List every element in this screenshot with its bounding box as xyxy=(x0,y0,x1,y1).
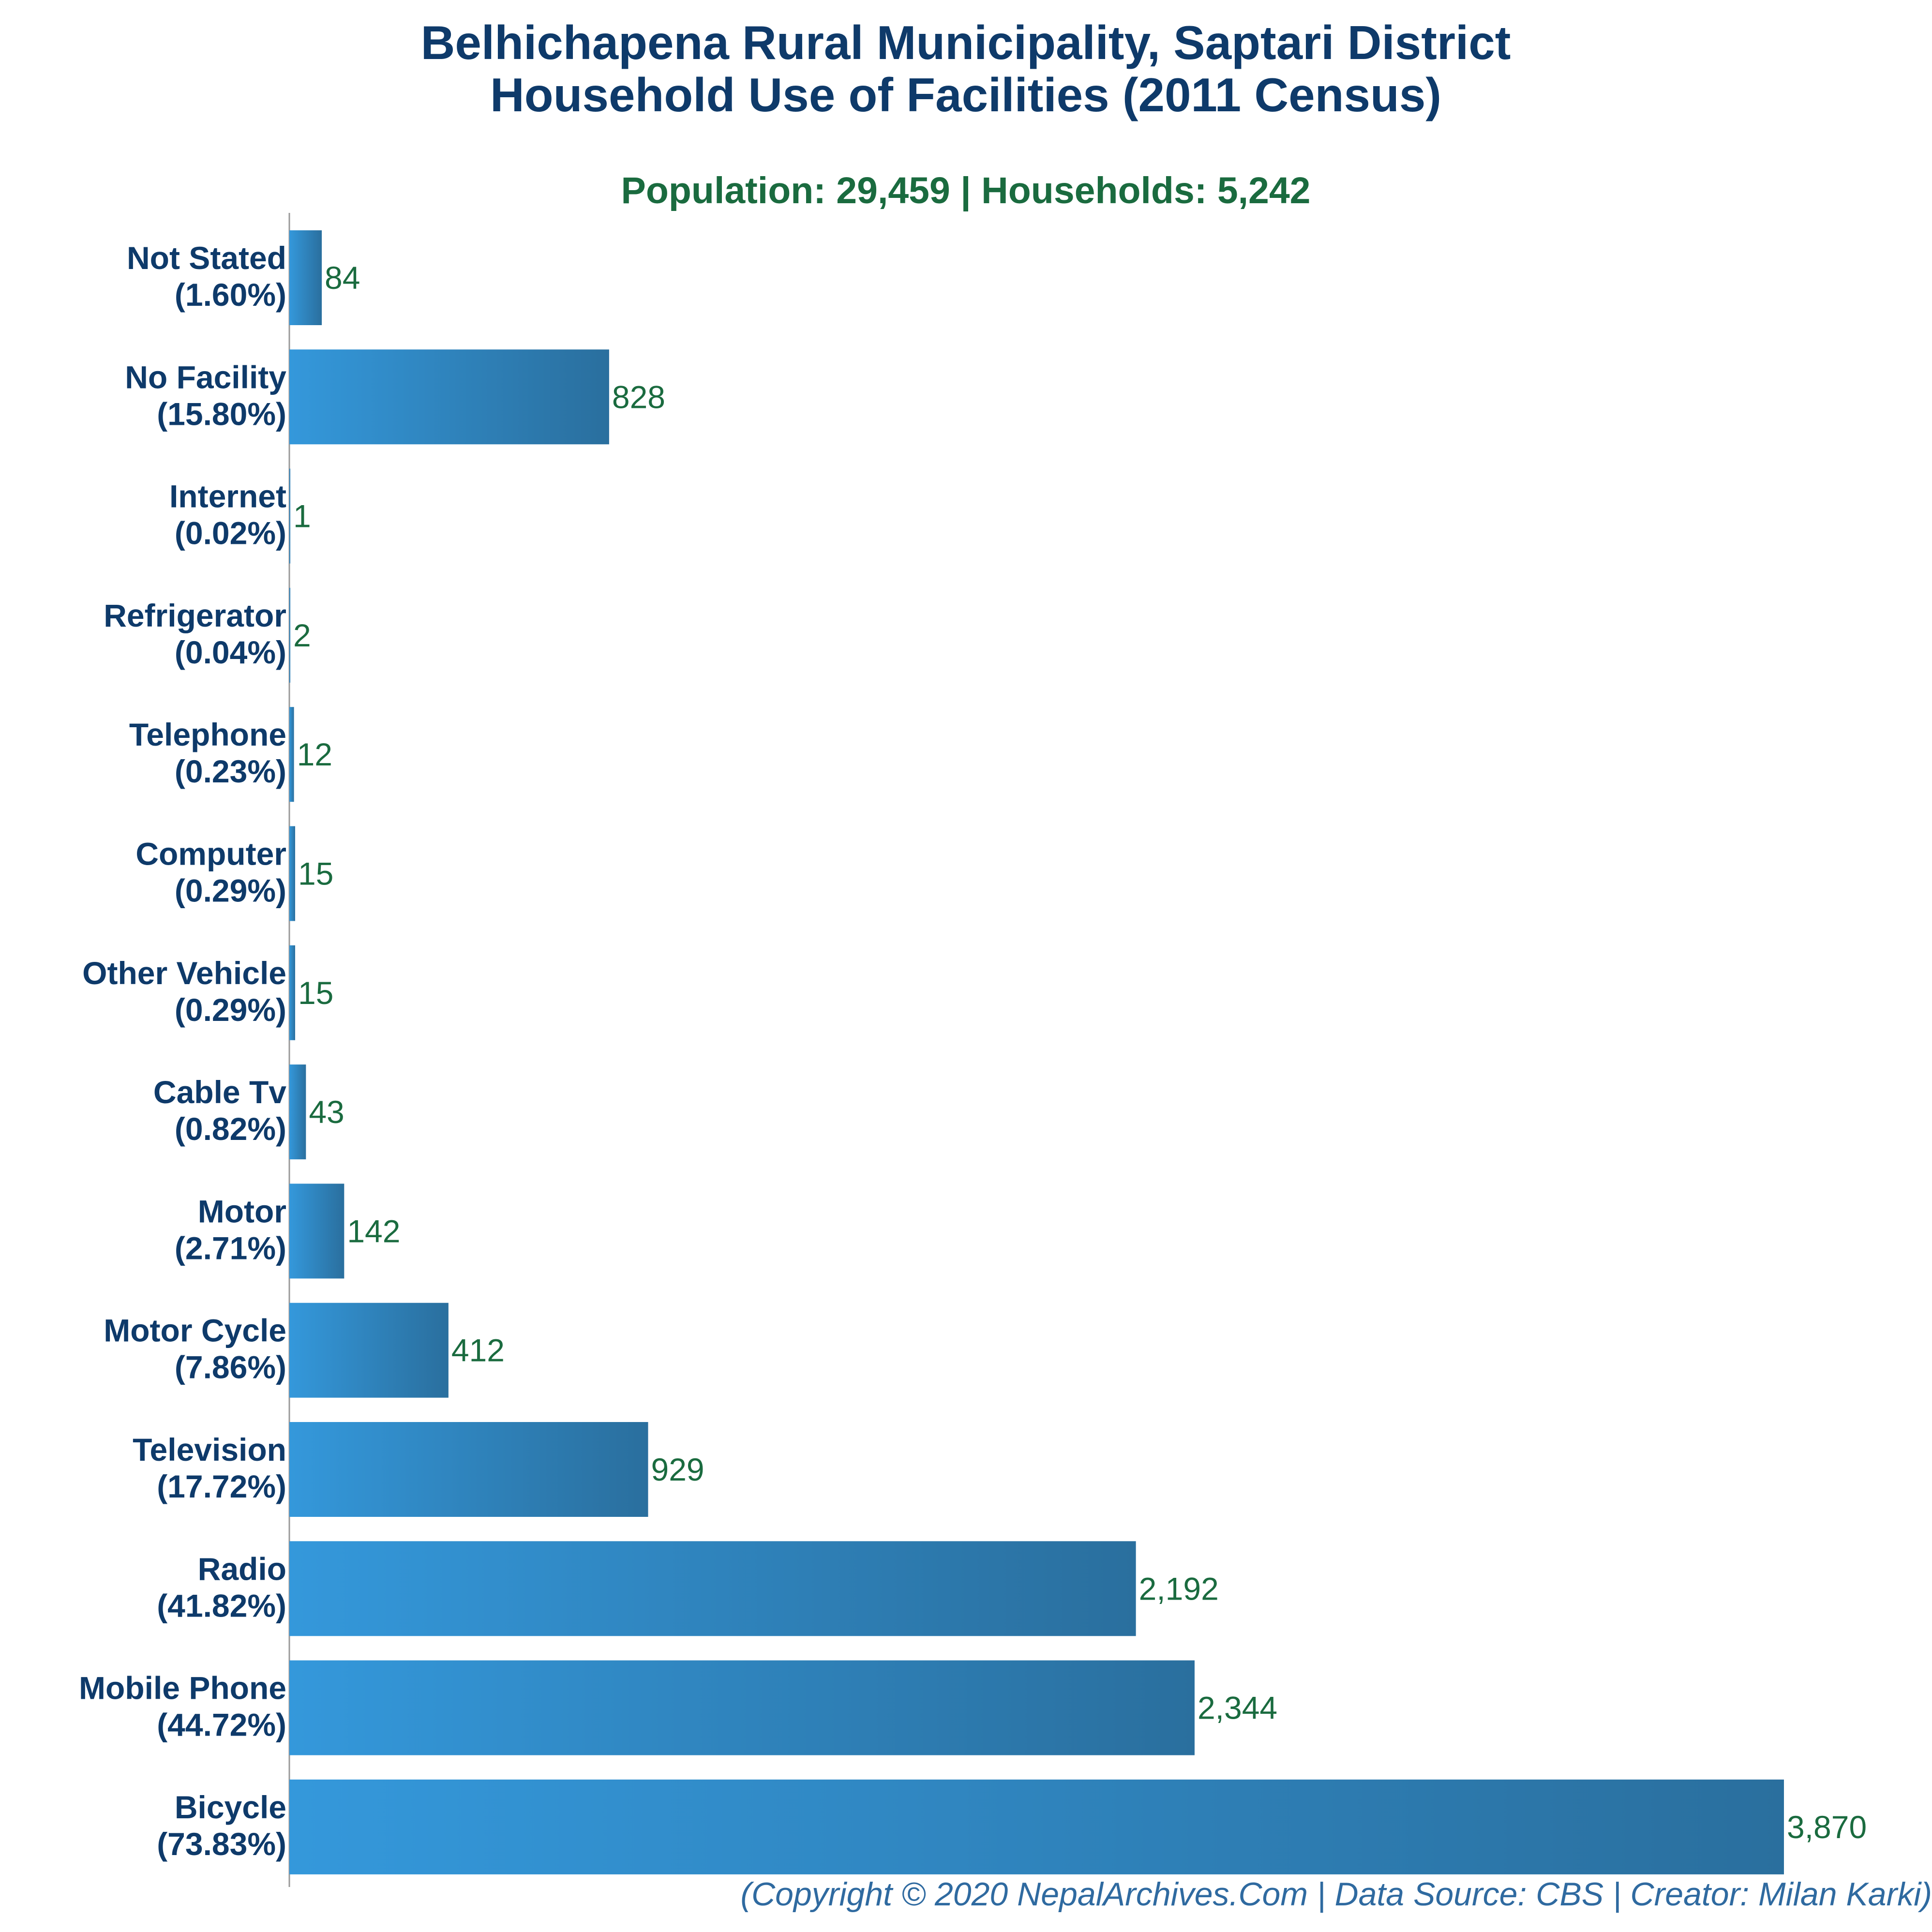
bar-no-facility xyxy=(289,349,609,445)
value-label: 828 xyxy=(612,379,665,415)
bar-refrigerator xyxy=(289,587,290,683)
value-label: 84 xyxy=(325,260,360,296)
chart-footer: (Copyright © 2020 NepalArchives.Com | Da… xyxy=(740,1876,1932,1913)
category-label: Television xyxy=(133,1432,286,1468)
category-percent-label: (41.82%) xyxy=(157,1588,286,1623)
bar-mobile-phone xyxy=(289,1660,1195,1755)
value-label: 15 xyxy=(298,975,333,1011)
bar-not-stated xyxy=(289,230,322,325)
category-percent-label: (7.86%) xyxy=(175,1349,286,1385)
category-label: No Facility xyxy=(125,359,286,395)
category-percent-label: (0.82%) xyxy=(175,1111,286,1147)
category-percent-label: (44.72%) xyxy=(157,1707,286,1743)
value-label: 15 xyxy=(298,856,333,892)
value-label: 12 xyxy=(297,736,332,772)
value-label: 43 xyxy=(309,1094,344,1130)
category-label: Motor xyxy=(198,1193,286,1229)
value-label: 412 xyxy=(451,1333,505,1368)
category-percent-label: (2.71%) xyxy=(175,1230,286,1266)
category-label: Refrigerator xyxy=(104,598,286,633)
bar-motor xyxy=(289,1183,344,1279)
category-label: Computer xyxy=(135,836,286,872)
category-label: Internet xyxy=(169,479,286,514)
value-label: 1 xyxy=(293,498,311,534)
bar-computer xyxy=(289,826,295,921)
bar-cable-tv xyxy=(289,1064,306,1160)
bar-internet xyxy=(289,468,290,564)
category-percent-label: (17.72%) xyxy=(157,1468,286,1504)
category-label: Motor Cycle xyxy=(104,1313,286,1348)
bar-bicycle xyxy=(289,1779,1784,1874)
bar-telephone xyxy=(289,707,294,802)
category-label: Telephone xyxy=(129,717,286,752)
chart-title-line-1: Belhichapena Rural Municipality, Saptari… xyxy=(421,16,1511,69)
category-label: Radio xyxy=(198,1551,286,1587)
category-percent-label: (1.60%) xyxy=(175,277,286,313)
bar-other-vehicle xyxy=(289,945,295,1040)
category-percent-label: (0.02%) xyxy=(175,515,286,551)
chart-subtitle: Population: 29,459 | Households: 5,242 xyxy=(621,170,1310,211)
bar-television xyxy=(289,1422,648,1517)
category-percent-label: (0.29%) xyxy=(175,873,286,909)
category-label: Not Stated xyxy=(127,240,286,276)
category-percent-label: (15.80%) xyxy=(157,396,286,432)
category-percent-label: (73.83%) xyxy=(157,1826,286,1862)
value-label: 2 xyxy=(293,617,311,653)
value-label: 3,870 xyxy=(1787,1809,1867,1845)
category-label: Cable Tv xyxy=(153,1074,286,1110)
category-label: Bicycle xyxy=(175,1789,286,1825)
value-label: 929 xyxy=(651,1452,704,1487)
category-label: Mobile Phone xyxy=(79,1670,286,1706)
bar-radio xyxy=(289,1541,1136,1636)
value-label: 142 xyxy=(347,1213,400,1249)
category-label: Other Vehicle xyxy=(82,955,286,991)
chart-title-line-2: Household Use of Facilities (2011 Census… xyxy=(490,68,1441,121)
value-label: 2,344 xyxy=(1198,1690,1277,1726)
bar-group: 84 Not Stated(1.60%) 828 No Facility(15.80%… xyxy=(79,230,1867,1874)
value-label: 2,192 xyxy=(1139,1571,1219,1606)
category-percent-label: (0.23%) xyxy=(175,753,286,789)
bar-motor-cycle xyxy=(289,1303,449,1398)
category-percent-label: (0.29%) xyxy=(175,992,286,1028)
category-percent-label: (0.04%) xyxy=(175,634,286,670)
